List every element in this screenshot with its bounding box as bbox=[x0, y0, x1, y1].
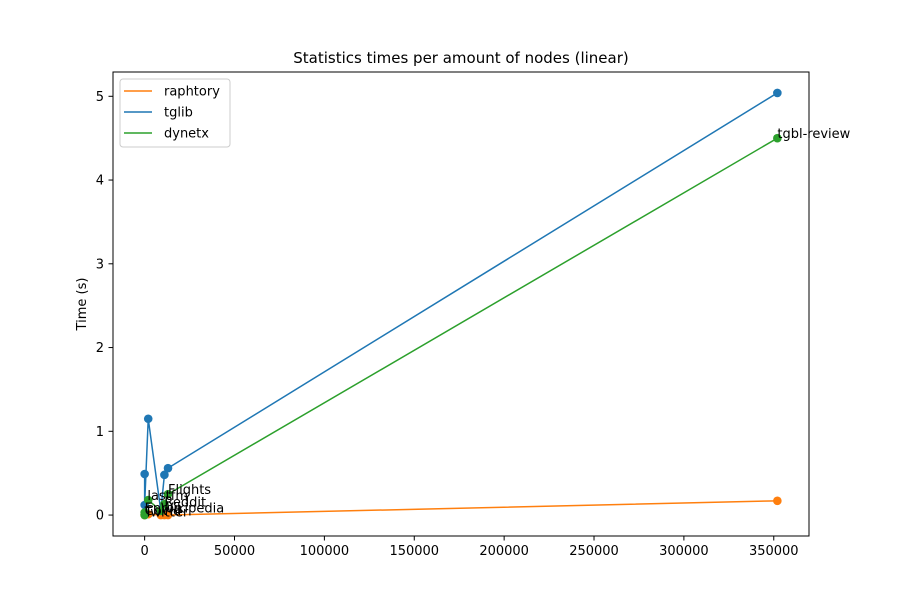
x-tick-label: 100000 bbox=[300, 544, 350, 559]
x-tick-label: 350000 bbox=[749, 544, 799, 559]
y-tick-label: 4 bbox=[96, 174, 104, 189]
point-annotation: Wikipedia bbox=[161, 502, 224, 517]
y-tick-label: 1 bbox=[96, 425, 104, 440]
data-point-tglib-5 bbox=[163, 463, 173, 473]
x-tick-label: 0 bbox=[140, 544, 148, 559]
data-point-dynetx-5 bbox=[163, 489, 173, 499]
legend: raphtory tglib dynetx bbox=[119, 78, 231, 148]
plot-area-frame bbox=[112, 71, 810, 537]
data-point-dynetx-2 bbox=[143, 495, 153, 505]
x-tick-label: 150000 bbox=[389, 544, 439, 559]
y-axis-label: Time (s) bbox=[75, 278, 90, 332]
x-tick-label: 200000 bbox=[479, 544, 529, 559]
plot-points bbox=[140, 88, 782, 520]
data-point-tglib-2 bbox=[143, 414, 153, 424]
y-tick-label: 3 bbox=[96, 257, 104, 272]
plot-annotations: tgbl-review FlightslastfmRedditWikipediaE… bbox=[144, 127, 851, 521]
legend-label-raphtory: raphtory bbox=[164, 85, 220, 100]
y-tick-label: 5 bbox=[96, 90, 104, 105]
point-annotation: Twitter bbox=[144, 506, 189, 521]
data-point-dynetx-6 bbox=[773, 133, 782, 143]
x-tick-label: 250000 bbox=[569, 544, 619, 559]
data-point-dynetx-3 bbox=[156, 506, 166, 516]
point-annotation: tgbl-review bbox=[777, 127, 850, 142]
y-axis: 0 1 2 3 4 5 bbox=[96, 90, 113, 524]
point-annotation: Covid bbox=[145, 504, 182, 519]
data-point-raphtory-6 bbox=[773, 496, 782, 506]
data-point-tglib-4 bbox=[160, 470, 169, 480]
data-point-raphtory-5 bbox=[163, 510, 173, 520]
point-annotation: Flights bbox=[168, 483, 211, 498]
legend-label-dynetx: dynetx bbox=[164, 127, 209, 142]
point-annotation: lastfm bbox=[147, 489, 188, 504]
point-annotation: Enron bbox=[145, 502, 183, 517]
x-axis: 0 50000 100000 150000 200000 250000 300000 3500… bbox=[140, 536, 799, 559]
y-tick-label: 0 bbox=[96, 509, 104, 524]
data-point-tglib-0 bbox=[140, 469, 149, 479]
data-point-tglib-6 bbox=[773, 88, 782, 98]
x-tick-label: 50000 bbox=[214, 544, 255, 559]
x-tick-label: 300000 bbox=[659, 544, 709, 559]
legend-box bbox=[119, 78, 231, 148]
legend-label-tglib: tglib bbox=[164, 106, 193, 121]
data-point-dynetx-1 bbox=[140, 508, 149, 517]
data-point-dynetx-4 bbox=[160, 499, 169, 509]
chart-title: Statistics times per amount of nodes (li… bbox=[293, 49, 629, 67]
point-annotation: Reddit bbox=[164, 496, 206, 511]
y-tick-label: 2 bbox=[96, 341, 104, 356]
